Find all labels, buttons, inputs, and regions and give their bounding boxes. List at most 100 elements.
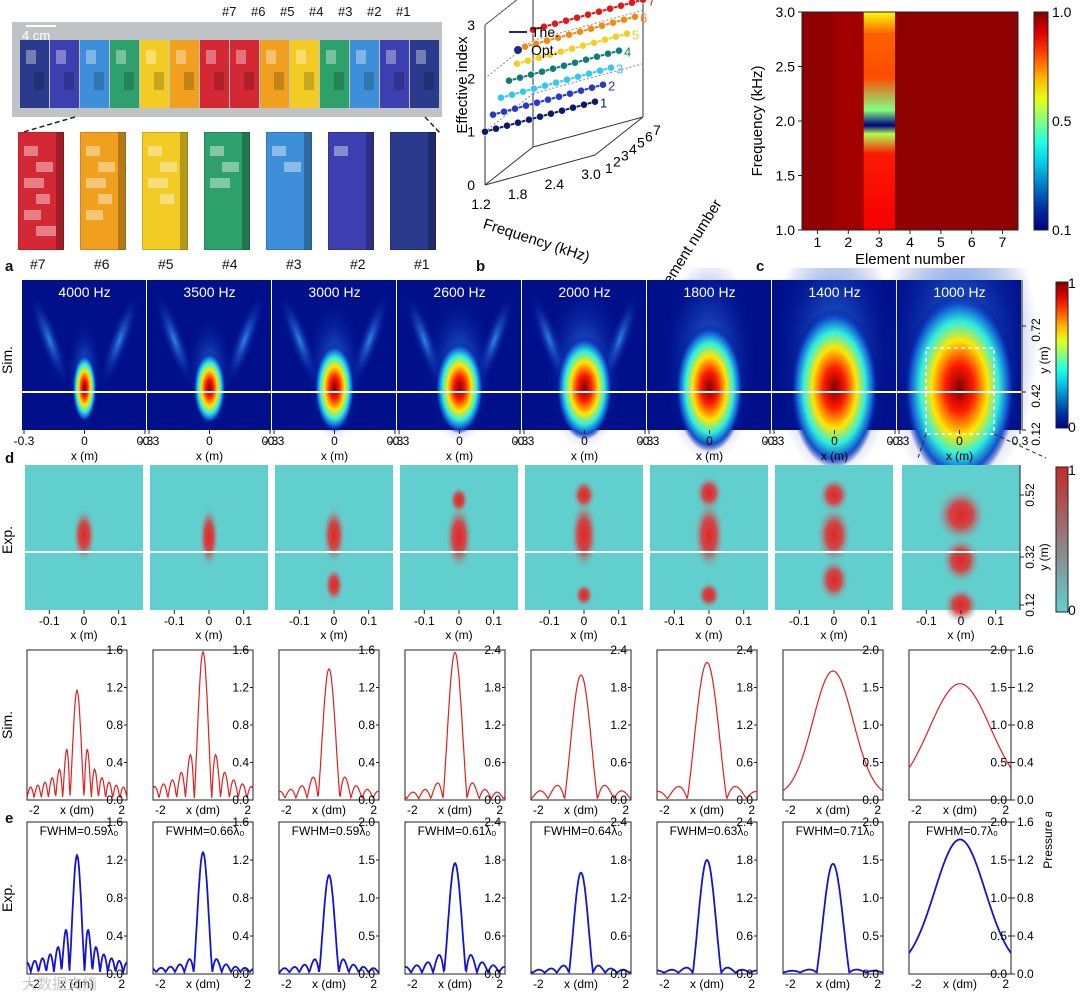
- x-tick-label: -0.3: [389, 434, 410, 448]
- gridline: [532, 9, 644, 41]
- optimized-point: [538, 67, 546, 76]
- x-tick-label: 0: [81, 434, 88, 448]
- y-tick-label: 2.4: [484, 815, 501, 829]
- unit-cavity: [98, 162, 115, 172]
- optimized-point: [573, 13, 581, 22]
- fwhm-label: FWHM=0.66λ₀: [166, 824, 245, 838]
- unit-cell-photo: [18, 132, 64, 250]
- colorbar: [1055, 281, 1069, 429]
- element-label-top: #1: [396, 4, 411, 19]
- optimized-point: [503, 121, 511, 130]
- unit-cavity: [86, 178, 106, 188]
- unit-block: [320, 40, 349, 108]
- optimized-point: [631, 12, 639, 21]
- frequency-label: 1400 Hz: [808, 284, 860, 300]
- y-tick-label: 0.72: [1029, 318, 1043, 342]
- x-tick-label: 2: [874, 977, 881, 991]
- y-tick-label: 1.0: [862, 891, 879, 905]
- x-tick-label: 2: [844, 234, 852, 250]
- series-label: 6: [640, 11, 647, 26]
- watermark-text: 大数据文摘: [22, 976, 98, 993]
- series-label: 1: [600, 96, 607, 111]
- unit-cavity: [98, 194, 112, 204]
- unit-block: [80, 40, 109, 108]
- z-tick-label: 1: [605, 160, 613, 176]
- unit-block: [260, 40, 289, 108]
- y-tick-label: 0.0: [990, 793, 1007, 807]
- x-tick-label: 0.1: [860, 614, 877, 628]
- x-tick-label: 0.1: [235, 614, 252, 628]
- heatmap-column: [802, 12, 834, 230]
- unit-block: [380, 40, 409, 108]
- x-tick-label: 2: [1002, 977, 1009, 991]
- x-axis-label: x (m): [195, 628, 222, 642]
- heatmap-column: [894, 12, 926, 230]
- unit-cavity: [160, 162, 177, 172]
- optimized-point: [521, 42, 529, 51]
- x-tick-label: -2: [29, 803, 40, 817]
- x-tick-label: -2: [533, 977, 544, 991]
- unit-cavity: [416, 50, 426, 64]
- y-tick-label: 1.6: [232, 815, 249, 829]
- optimized-point: [560, 61, 568, 70]
- unit-cavity: [36, 226, 56, 236]
- fwhm-label: FWHM=0.59λ₀: [40, 824, 119, 838]
- x-tick-label: 0.1: [360, 614, 377, 628]
- profile-curve: [908, 683, 1012, 769]
- y-tick-label: 1.2: [610, 718, 627, 732]
- z-tick-label: 2: [613, 154, 621, 170]
- optimized-point: [555, 92, 563, 101]
- y-axis-label: y (m): [1037, 543, 1051, 570]
- x-tick-label: 3.0: [581, 166, 601, 182]
- x-tick-label: 2: [118, 977, 125, 991]
- y-tick-label: 0.8: [106, 891, 123, 905]
- y-tick-label: 0.5: [862, 929, 879, 943]
- x-axis-label: x (m): [695, 628, 722, 642]
- z-tick-label: 4: [629, 141, 637, 157]
- y-tick-label: 0.4: [232, 929, 249, 943]
- y-tick-label: 0.0: [610, 967, 627, 981]
- transmission-heatmap: 1 2 3 4 5 6 7 Element number 1.0 1.5 2.0 2.5 3.0 Freq…: [749, 4, 1072, 268]
- z-tick-label: 7: [653, 122, 661, 138]
- unit-cavity: [116, 50, 126, 64]
- y-tick-label: 0.6: [484, 756, 501, 770]
- x-tick-label: 0.3: [512, 434, 529, 448]
- optimized-point: [607, 63, 615, 72]
- x-tick-label: 3: [875, 234, 883, 250]
- x-axis-label: x (dm): [564, 803, 598, 817]
- optimized-point: [562, 16, 570, 25]
- unit-cavity: [334, 146, 348, 156]
- optimized-point: [544, 95, 552, 104]
- optimized-point: [617, 1, 625, 10]
- unit-block: [290, 40, 319, 108]
- legend-marker-icon: [514, 46, 522, 54]
- unit-block: [110, 40, 139, 108]
- y-tick-label: 1.5: [990, 681, 1007, 695]
- gridline: [532, 63, 644, 95]
- y-tick-label: 1.5: [862, 853, 879, 867]
- focal-spot: [449, 486, 469, 514]
- panel-label-d: d: [5, 450, 15, 467]
- unit-cavity: [424, 72, 434, 90]
- y-tick-label: 0.52: [1023, 483, 1037, 507]
- y-tick-label: 0.0: [484, 793, 501, 807]
- assembled-elements-illustration: [20, 40, 439, 108]
- y-tick-label: 0.12: [1023, 593, 1037, 617]
- unit-cavity: [124, 72, 134, 90]
- profile-curve: [782, 862, 884, 974]
- x-tick-label: -0.3: [514, 434, 535, 448]
- x-tick-label: -2: [785, 977, 796, 991]
- x-axis-label: x (m): [821, 449, 848, 463]
- unit-cavity: [266, 50, 276, 64]
- optimized-point: [500, 107, 508, 116]
- optimized-point: [577, 86, 585, 95]
- z-tick-label: 6: [645, 128, 653, 144]
- x-axis-label: x (m): [820, 628, 847, 642]
- unit-cavity: [210, 146, 224, 156]
- focal-spot: [193, 352, 226, 424]
- unit-cavity: [154, 72, 164, 90]
- optimized-point: [519, 87, 527, 96]
- y-tick-label: 2: [467, 70, 475, 86]
- profile-curve: [404, 861, 506, 976]
- focal-spot: [790, 308, 879, 468]
